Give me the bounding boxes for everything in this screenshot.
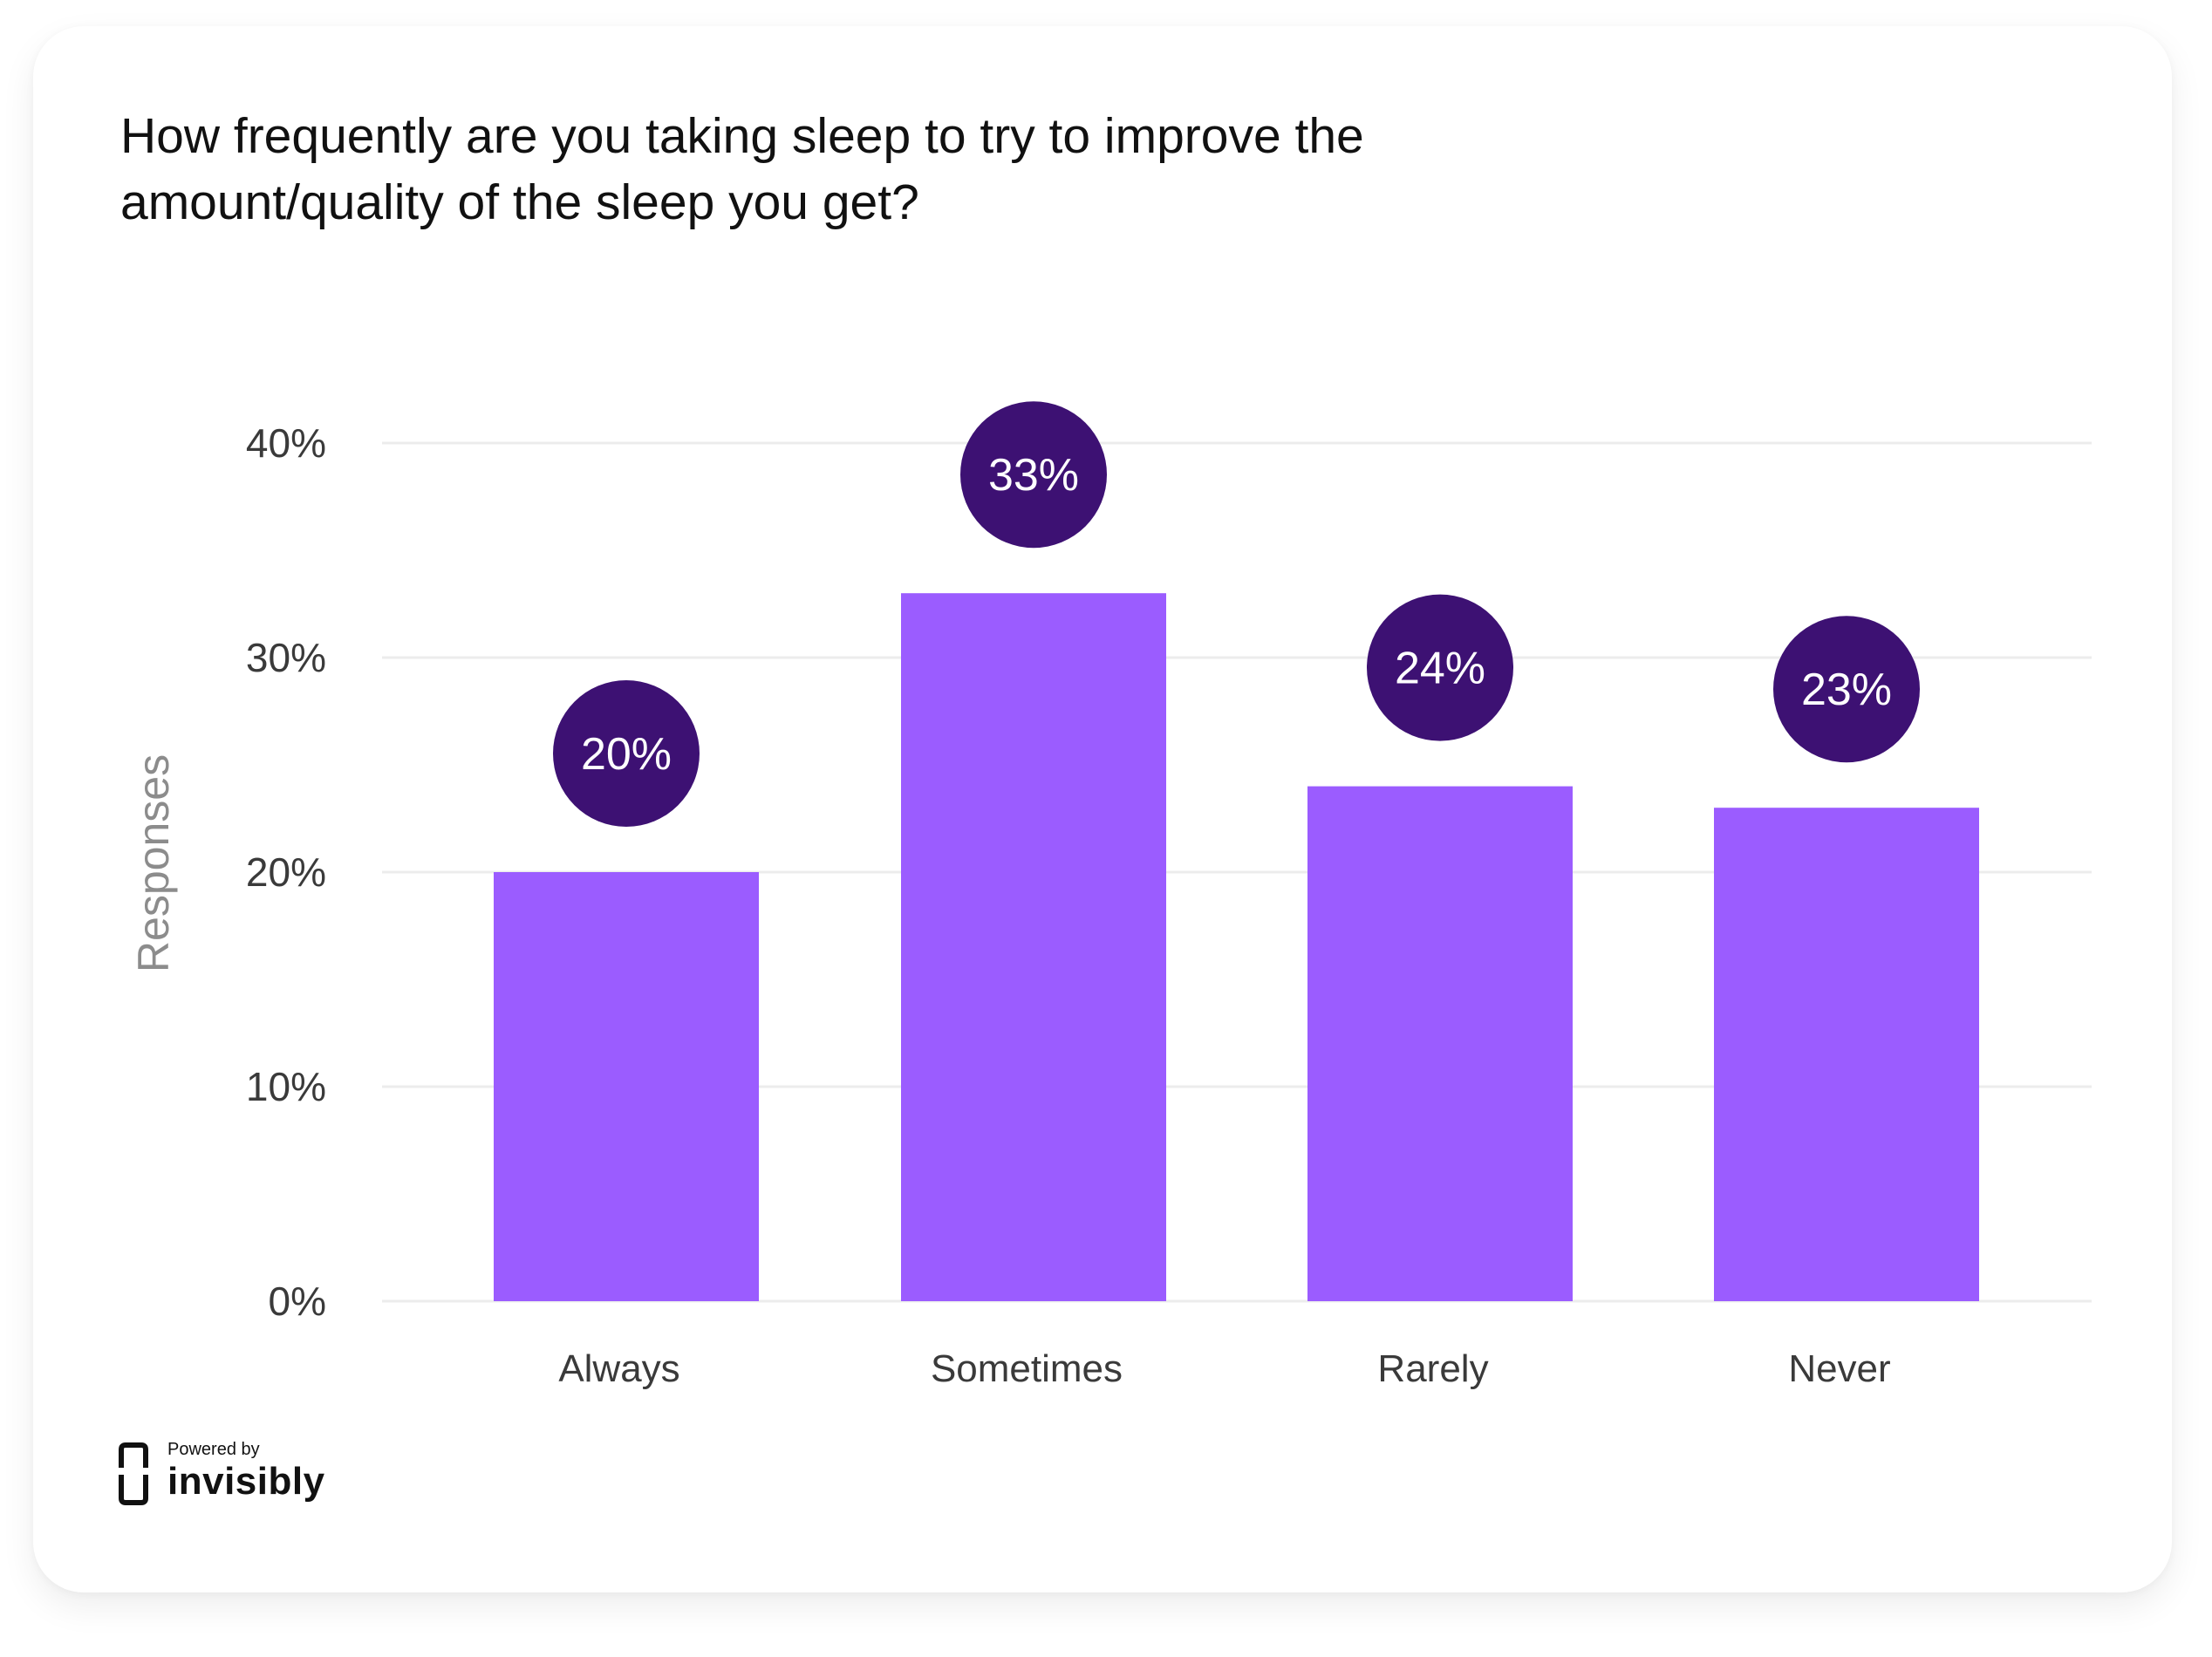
x-tick-label: Never (1788, 1347, 1890, 1390)
data-label-bubble (553, 680, 700, 827)
bar (901, 593, 1166, 1301)
chart-title: How frequently are you taking sleep to t… (120, 108, 1364, 230)
y-tick-label: 0% (269, 1279, 326, 1324)
data-label: 33% (988, 450, 1079, 501)
x-tick-label: Always (558, 1347, 679, 1390)
powered-by-invisibly: Powered by invisibly (119, 1439, 380, 1509)
x-tick-label: Sometimes (931, 1347, 1123, 1390)
y-tick-label: 40% (246, 420, 326, 466)
data-label-bubble (1773, 616, 1920, 763)
data-label-bubble (1367, 594, 1513, 741)
data-label-bubble (960, 401, 1107, 549)
y-tick-label: 10% (246, 1064, 326, 1109)
data-label: 24% (1395, 644, 1485, 694)
bar (494, 872, 759, 1301)
powered-by-label: Powered by (167, 1440, 260, 1459)
invisibly-logo-icon (119, 1442, 148, 1505)
data-label: 20% (581, 729, 672, 780)
y-tick-label: 30% (246, 635, 326, 680)
x-tick-label: Rarely (1377, 1347, 1488, 1390)
bar (1714, 808, 1979, 1301)
bar (1307, 786, 1573, 1301)
data-label: 23% (1801, 665, 1892, 715)
y-axis-title: Responses (129, 754, 178, 972)
brand-name: invisibly (167, 1460, 325, 1503)
y-tick-label: 20% (246, 849, 326, 895)
